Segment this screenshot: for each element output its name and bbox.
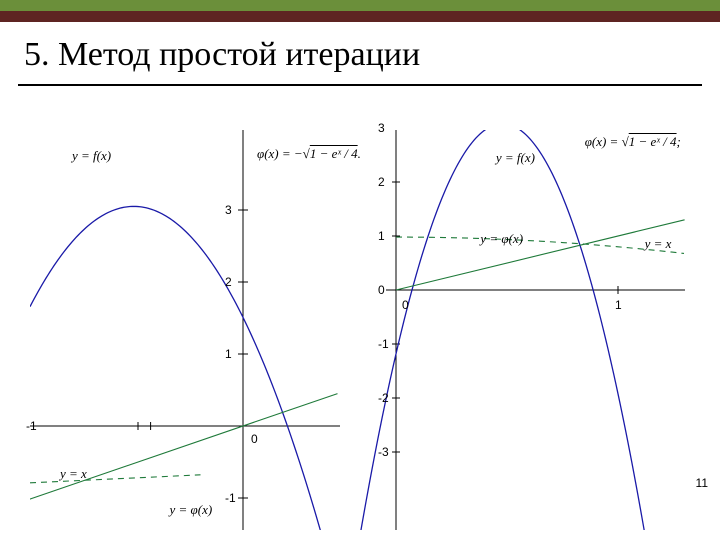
label-f-right: y = f(x): [496, 150, 535, 166]
label-yx-right: y = x: [645, 236, 672, 252]
left-chart: 321-10-1y = f(x)y = xy = φ(x)φ(x) = −√1 …: [30, 130, 340, 530]
label-phi-formula-left: φ(x) = −√1 − eˣ / 4.: [257, 146, 361, 162]
page-title: 5. Метод простой итерации: [0, 22, 720, 84]
right-chart-svg: [350, 130, 685, 530]
title-underline: [18, 84, 702, 86]
label-phi-inline-right: y = φ(x): [480, 231, 523, 247]
page-number: 11: [696, 476, 708, 490]
label-phi-formula-right: φ(x) = √1 − eˣ / 4;: [585, 134, 681, 150]
right-chart: 3210-1-2-310y = f(x)y = xy = φ(x)φ(x) = …: [350, 130, 685, 530]
charts-area: 321-10-1y = f(x)y = xy = φ(x)φ(x) = −√1 …: [0, 130, 720, 530]
label-f-left: y = f(x): [72, 148, 111, 164]
label-phi-inline-left: y = φ(x): [170, 502, 213, 518]
stripe-olive: [0, 0, 720, 11]
stripe-maroon: [0, 11, 720, 22]
label-yx-left: y = x: [60, 466, 87, 482]
header-stripe: [0, 0, 720, 22]
